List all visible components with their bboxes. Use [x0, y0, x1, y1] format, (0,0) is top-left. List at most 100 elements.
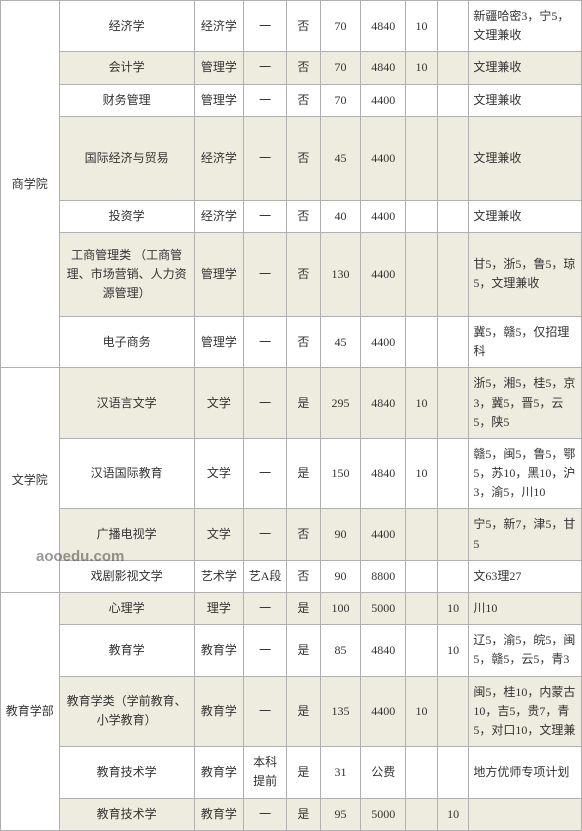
exam-cell: 否: [286, 84, 320, 116]
batch-cell: 一: [244, 200, 287, 232]
major-cell: 投资学: [59, 200, 194, 232]
num1-cell: [406, 84, 438, 116]
num1-cell: [406, 560, 438, 592]
fee-cell: 4400: [361, 116, 406, 200]
discipline-cell: 教育学: [194, 625, 244, 676]
fee-cell: 4840: [361, 1, 406, 52]
fee-cell: 公费: [361, 747, 406, 798]
discipline-cell: 文学: [194, 368, 244, 439]
fee-cell: 4400: [361, 509, 406, 560]
batch-cell: 一: [244, 232, 287, 316]
num2-cell: [437, 368, 469, 439]
discipline-cell: 艺术学: [194, 560, 244, 592]
num1-cell: 10: [406, 52, 438, 84]
discipline-cell: 教育学: [194, 676, 244, 747]
num1-cell: 10: [406, 1, 438, 52]
exam-cell: 否: [286, 509, 320, 560]
batch-cell: 一: [244, 593, 287, 625]
num2-cell: [437, 232, 469, 316]
num2-cell: [437, 747, 469, 798]
remark-cell: 文理兼收: [469, 116, 582, 200]
major-cell: 戏剧影视文学: [59, 560, 194, 592]
plan-cell: 85: [320, 625, 361, 676]
discipline-cell: 经济学: [194, 116, 244, 200]
admissions-table: 商学院经济学经济学一否70484010新疆哈密3，宁5，文理兼收会计学管理学一否…: [0, 0, 582, 831]
batch-cell: 一: [244, 1, 287, 52]
num2-cell: [437, 438, 469, 509]
batch-cell: 一: [244, 316, 287, 367]
major-cell: 会计学: [59, 52, 194, 84]
discipline-cell: 管理学: [194, 232, 244, 316]
remark-cell: 新疆哈密3，宁5，文理兼收: [469, 1, 582, 52]
exam-cell: 否: [286, 116, 320, 200]
num2-cell: [437, 560, 469, 592]
batch-cell: 一: [244, 625, 287, 676]
plan-cell: 150: [320, 438, 361, 509]
major-cell: 国际经济与贸易: [59, 116, 194, 200]
num1-cell: [406, 316, 438, 367]
batch-cell: 一: [244, 509, 287, 560]
batch-cell: 艺A段: [244, 560, 287, 592]
batch-cell: 一: [244, 798, 287, 830]
remark-cell: 地方优师专项计划: [469, 747, 582, 798]
plan-cell: 90: [320, 509, 361, 560]
discipline-cell: 教育学: [194, 798, 244, 830]
remark-cell: 川10: [469, 593, 582, 625]
num2-cell: [437, 84, 469, 116]
num2-cell: [437, 316, 469, 367]
major-cell: 工商管理类 （工商管理、市场营销、人力资源管理）: [59, 232, 194, 316]
exam-cell: 否: [286, 560, 320, 592]
num1-cell: 10: [406, 676, 438, 747]
faculty-cell: 文学院: [1, 368, 60, 593]
plan-cell: 90: [320, 560, 361, 592]
major-cell: 心理学: [59, 593, 194, 625]
remark-cell: 宁5，新7，津5，甘5: [469, 509, 582, 560]
major-cell: 财务管理: [59, 84, 194, 116]
num1-cell: [406, 593, 438, 625]
batch-cell: 一: [244, 368, 287, 439]
exam-cell: 否: [286, 200, 320, 232]
fee-cell: 5000: [361, 593, 406, 625]
batch-cell: 一: [244, 52, 287, 84]
plan-cell: 31: [320, 747, 361, 798]
exam-cell: 是: [286, 625, 320, 676]
num2-cell: [437, 200, 469, 232]
fee-cell: 4840: [361, 368, 406, 439]
batch-cell: 一: [244, 84, 287, 116]
fee-cell: 4840: [361, 52, 406, 84]
faculty-cell: 商学院: [1, 1, 60, 368]
remark-cell: 甘5，浙5，鲁5，琼5，文理兼收: [469, 232, 582, 316]
discipline-cell: 文学: [194, 438, 244, 509]
num1-cell: [406, 200, 438, 232]
num1-cell: [406, 232, 438, 316]
remark-cell: 文63理27: [469, 560, 582, 592]
major-cell: 经济学: [59, 1, 194, 52]
num1-cell: 10: [406, 438, 438, 509]
plan-cell: 95: [320, 798, 361, 830]
major-cell: 教育学类（学前教育、小学教育）: [59, 676, 194, 747]
remark-cell: 浙5，湘5，桂5，京3，冀5，晋5，云5，陕5: [469, 368, 582, 439]
exam-cell: 是: [286, 747, 320, 798]
num2-cell: [437, 509, 469, 560]
plan-cell: 295: [320, 368, 361, 439]
discipline-cell: 管理学: [194, 52, 244, 84]
plan-cell: 45: [320, 316, 361, 367]
remark-cell: [469, 798, 582, 830]
exam-cell: 否: [286, 316, 320, 367]
major-cell: 广播电视学: [59, 509, 194, 560]
fee-cell: 4840: [361, 625, 406, 676]
fee-cell: 8800: [361, 560, 406, 592]
num1-cell: 10: [406, 368, 438, 439]
fee-cell: 4400: [361, 676, 406, 747]
plan-cell: 135: [320, 676, 361, 747]
batch-cell: 一: [244, 116, 287, 200]
discipline-cell: 理学: [194, 593, 244, 625]
batch-cell: 一: [244, 676, 287, 747]
plan-cell: 70: [320, 84, 361, 116]
num2-cell: 10: [437, 625, 469, 676]
discipline-cell: 经济学: [194, 1, 244, 52]
exam-cell: 是: [286, 368, 320, 439]
fee-cell: 4400: [361, 232, 406, 316]
remark-cell: 赣5，闽5，鲁5，鄂5，苏10，黑10，沪3，渝5，川10: [469, 438, 582, 509]
remark-cell: 文理兼收: [469, 84, 582, 116]
